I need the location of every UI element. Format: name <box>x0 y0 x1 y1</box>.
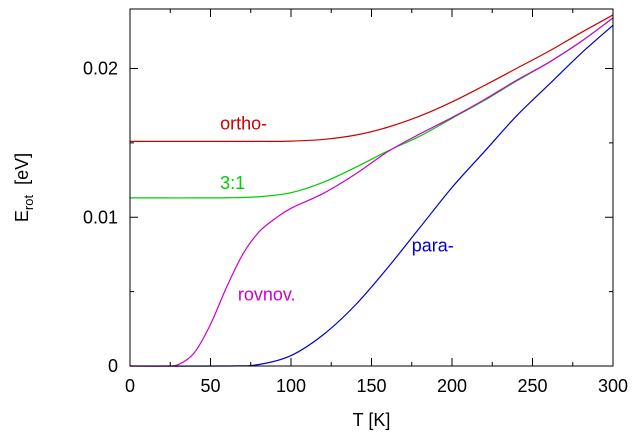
x-tick-label: 300 <box>598 376 628 396</box>
y-tick-label: 0.02 <box>83 59 118 79</box>
series-line-rovnov <box>129 17 614 367</box>
series-label: ortho- <box>220 113 267 133</box>
ticks-layer: 0 50 100 150 200 250 300 0 0.01 0.02 <box>83 9 628 396</box>
x-axis-title: T [K] <box>353 410 391 430</box>
y-axis-title: Erot [eV] <box>12 153 36 222</box>
x-tick-label: 100 <box>276 376 306 396</box>
series-label: rovnov. <box>238 285 296 305</box>
y-tick-label: 0 <box>108 356 118 376</box>
y-tick-label: 0.01 <box>83 207 118 227</box>
y-axis-title-sub: rot <box>21 195 36 211</box>
x-tick-label: 250 <box>517 376 547 396</box>
x-tick-label: 0 <box>125 376 135 396</box>
labels-layer: ortho- 3:1 para-rovnov. <box>220 113 454 304</box>
x-tick-label: 200 <box>437 376 467 396</box>
x-tick-label: 150 <box>356 376 386 396</box>
series-line-ortho <box>130 14 614 143</box>
y-axis-title-main: E <box>12 210 32 222</box>
plot-frame <box>129 8 614 367</box>
series-line-para <box>129 24 614 367</box>
series-line-3-1 <box>130 17 614 199</box>
series-label: 3:1 <box>220 173 245 193</box>
x-tick-label: 50 <box>200 376 220 396</box>
series-layer <box>129 14 614 367</box>
series-label: para- <box>412 235 454 255</box>
y-axis-title-unit: [eV] <box>12 153 32 195</box>
